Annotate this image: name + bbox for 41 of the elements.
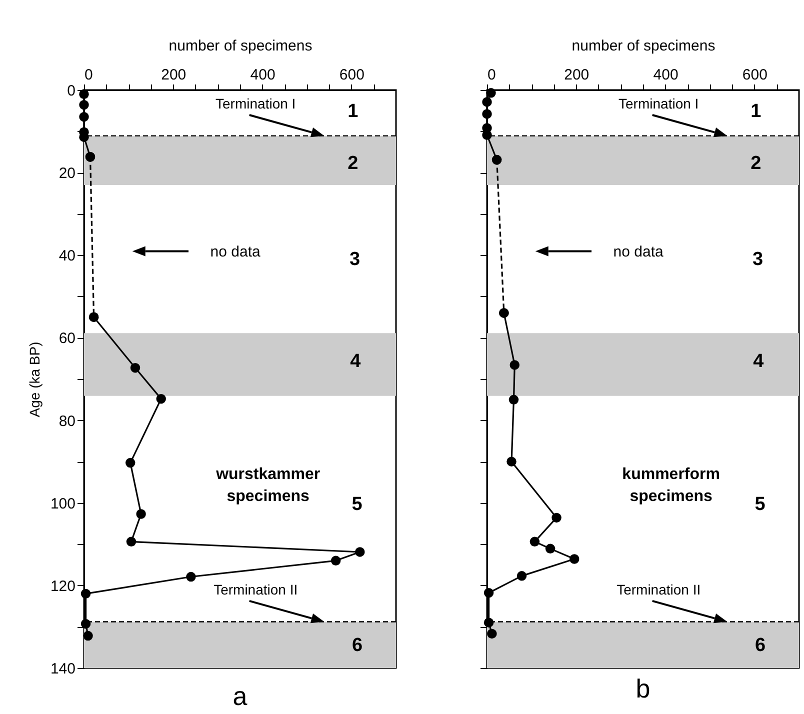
annotation: 3 [752,248,764,270]
annotation: 6 [755,634,766,656]
y-tick-label: 80 [58,412,76,430]
annotation: 5 [754,494,766,515]
x-tick-label: 400 [250,66,276,84]
annotation: 1 [348,100,359,122]
y-axis-title: Age (ka BP) [26,342,42,418]
x-axis-title: number of specimens [572,38,716,54]
annotation: no data [613,243,664,260]
x-tick-label: 200 [564,66,590,84]
y-tick-label: 100 [50,495,76,512]
y-tick-label: 40 [58,248,76,265]
annotation: 1 [750,100,762,122]
annotation: 2 [750,152,762,174]
annotation: 4 [350,351,362,372]
x-tick-label: 0 [488,66,496,84]
text: b [636,674,650,704]
x-tick-label: 0 [84,66,93,84]
annotation: 6 [352,634,363,656]
ref-line-label: Termination II [616,582,701,598]
y-tick-label: 60 [58,330,76,348]
annotation: 2 [348,152,358,174]
y-tick-label: 0 [67,82,76,100]
x-tick-label: 200 [161,66,186,84]
text: a [232,681,248,711]
annotation: 5 [352,494,363,515]
y-tick-label: 140 [50,660,76,678]
ref-line-label: Termination I [618,96,699,112]
x-tick-label: 400 [653,66,678,84]
annotation: kummerform specimens [622,466,720,505]
x-axis-title: number of specimens [168,38,312,54]
ref-line-label: Termination I [216,96,296,112]
y-tick-label: 20 [58,165,76,182]
y-tick-label: 120 [50,578,76,595]
ref-line-label: Termination II [214,582,298,598]
annotation: wurstkammer specimens [215,466,320,505]
annotation: 3 [350,248,360,270]
x-tick-label: 600 [742,66,768,84]
annotation: 4 [753,351,764,372]
x-tick-label: 600 [339,66,364,84]
annotation: no data [210,243,261,260]
